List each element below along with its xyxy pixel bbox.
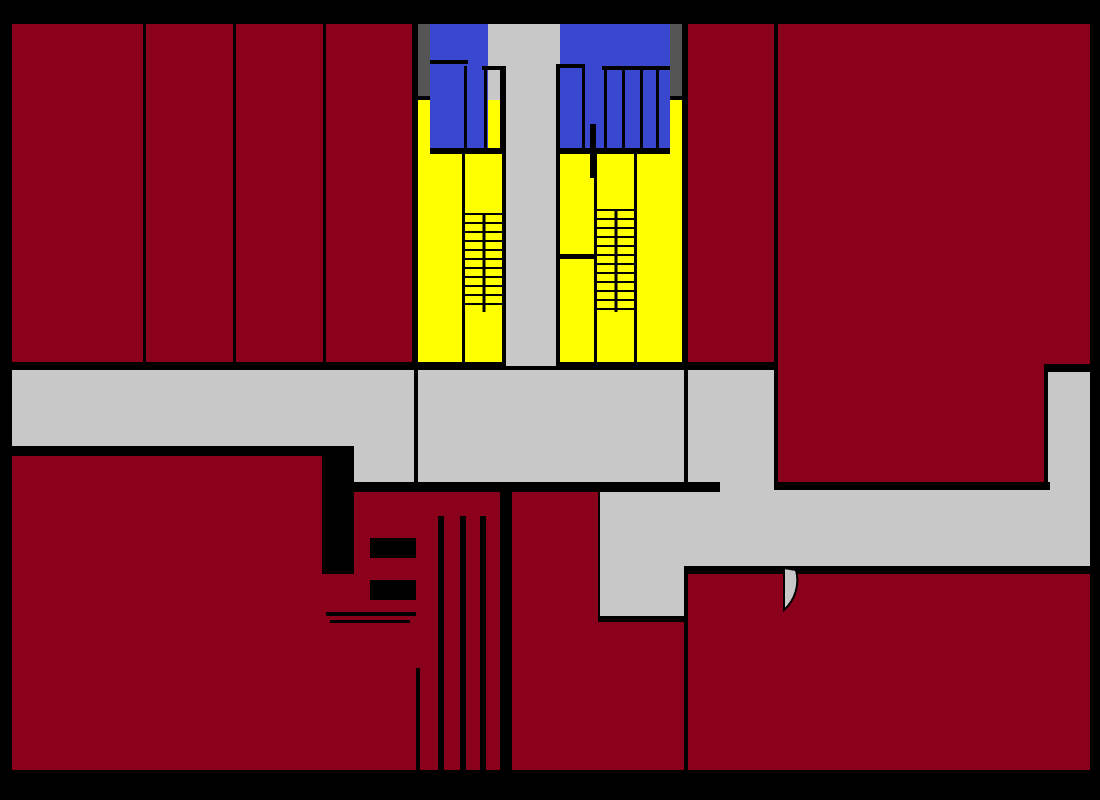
wall-right-toilet-1 bbox=[582, 64, 585, 150]
room-top-right-a[interactable] bbox=[686, 24, 774, 362]
fixture-block-1 bbox=[370, 538, 416, 558]
fixture-bar-2 bbox=[460, 516, 466, 770]
room-top-right-large[interactable] bbox=[778, 24, 1090, 364]
wall-left-core-top bbox=[430, 60, 468, 64]
room-bottom-center-lower[interactable] bbox=[598, 622, 684, 770]
wall-lower-divider bbox=[416, 668, 420, 770]
wall-left-toilet-top bbox=[482, 66, 506, 70]
room-bottom-right[interactable] bbox=[688, 574, 1090, 770]
restroom-left[interactable] bbox=[430, 24, 488, 150]
wall-left-stair-divider bbox=[462, 150, 465, 364]
wall-right-stair-divider-2 bbox=[634, 150, 637, 364]
wall-top-center-corridor-r bbox=[558, 362, 774, 370]
wall-west-corridor-south bbox=[10, 446, 354, 456]
wall-right-toilet-5 bbox=[656, 68, 659, 150]
wall-right-core-split bbox=[560, 148, 670, 154]
shafts bbox=[416, 24, 684, 96]
wall-right-toilet-2 bbox=[604, 68, 607, 150]
room-top-left-3[interactable] bbox=[236, 24, 324, 362]
wall-room-divider-2 bbox=[233, 24, 236, 364]
wall-bottom-center-divider bbox=[500, 492, 512, 770]
wall-room-divider-3 bbox=[323, 24, 326, 364]
wall-south-east-corridor bbox=[684, 566, 1090, 574]
wall-east-riser-top bbox=[1044, 364, 1092, 372]
wall-south-center-divider bbox=[684, 566, 688, 770]
wall-south-west-stub bbox=[598, 616, 686, 622]
room-top-right-extension[interactable] bbox=[778, 364, 1044, 482]
wall-left-toilet-1 bbox=[464, 66, 467, 150]
walls bbox=[10, 20, 1092, 770]
wall-right-core bbox=[682, 20, 688, 366]
room-top-left-1[interactable] bbox=[12, 24, 144, 362]
corridor-west-connector[interactable] bbox=[354, 446, 414, 482]
fixture-bar-1 bbox=[438, 516, 444, 770]
wall-bottom-left-ledge bbox=[322, 570, 354, 574]
room-top-left-4[interactable] bbox=[326, 24, 414, 362]
corridor-west[interactable] bbox=[12, 370, 414, 446]
wall-bottom-left-shelf bbox=[326, 612, 416, 616]
corridor-south-west-stub[interactable] bbox=[600, 566, 684, 616]
wall-room-divider-1 bbox=[143, 24, 146, 364]
wall-left-toilet-2 bbox=[484, 68, 487, 150]
wall-east-room-west bbox=[774, 24, 778, 484]
wall-west-connector bbox=[346, 446, 354, 570]
fixture-bar-3 bbox=[480, 516, 486, 770]
wall-left-toilet-3 bbox=[500, 66, 506, 152]
wall-right-toilet-top-2 bbox=[602, 66, 670, 70]
stair-left-treads bbox=[464, 213, 504, 312]
corridor-central-hall[interactable] bbox=[418, 370, 684, 482]
wall-east-riser bbox=[1044, 364, 1048, 490]
wall-central-divider-l bbox=[414, 366, 418, 482]
wall-left-spine bbox=[502, 150, 506, 364]
stair-treads bbox=[464, 209, 636, 312]
corridor-east-riser[interactable] bbox=[1048, 372, 1090, 490]
wall-east-room-south bbox=[774, 482, 1050, 490]
door-swing bbox=[783, 566, 799, 613]
wall-central-south bbox=[352, 482, 720, 492]
room-top-left-2[interactable] bbox=[146, 24, 234, 362]
room-bottom-center-left[interactable] bbox=[354, 492, 500, 770]
wall-central-divider-r bbox=[684, 366, 688, 482]
wall-right-spine bbox=[556, 64, 560, 366]
wall-right-landing bbox=[558, 254, 596, 259]
corridor-east-connector[interactable] bbox=[720, 482, 778, 490]
stair-right-treads bbox=[596, 209, 636, 312]
wall-top-left-corridor bbox=[10, 362, 416, 370]
restroom-right[interactable] bbox=[560, 24, 670, 150]
corridor-east-hall[interactable] bbox=[688, 370, 774, 482]
shaft-right bbox=[670, 24, 684, 96]
wall-right-toilet-4 bbox=[640, 68, 643, 150]
wall-left-core-split bbox=[430, 148, 504, 154]
room-bottom-left[interactable] bbox=[12, 456, 322, 770]
shaft-left bbox=[416, 24, 430, 96]
wall-bottom-left-divider bbox=[322, 456, 326, 572]
fixture-block-2 bbox=[370, 580, 416, 600]
wall-left-core bbox=[412, 20, 418, 366]
restrooms bbox=[430, 24, 670, 150]
wall-right-post bbox=[590, 124, 596, 178]
wall-bottom-left-shelf-2 bbox=[330, 620, 410, 623]
wall-top-center-corridor-l bbox=[416, 362, 506, 370]
wall-right-toilet-top bbox=[558, 64, 584, 68]
rooms bbox=[12, 24, 1090, 770]
wall-right-toilet-3 bbox=[622, 68, 625, 150]
corridor-south-east[interactable] bbox=[600, 490, 1090, 566]
room-bottom-center[interactable] bbox=[512, 492, 598, 770]
